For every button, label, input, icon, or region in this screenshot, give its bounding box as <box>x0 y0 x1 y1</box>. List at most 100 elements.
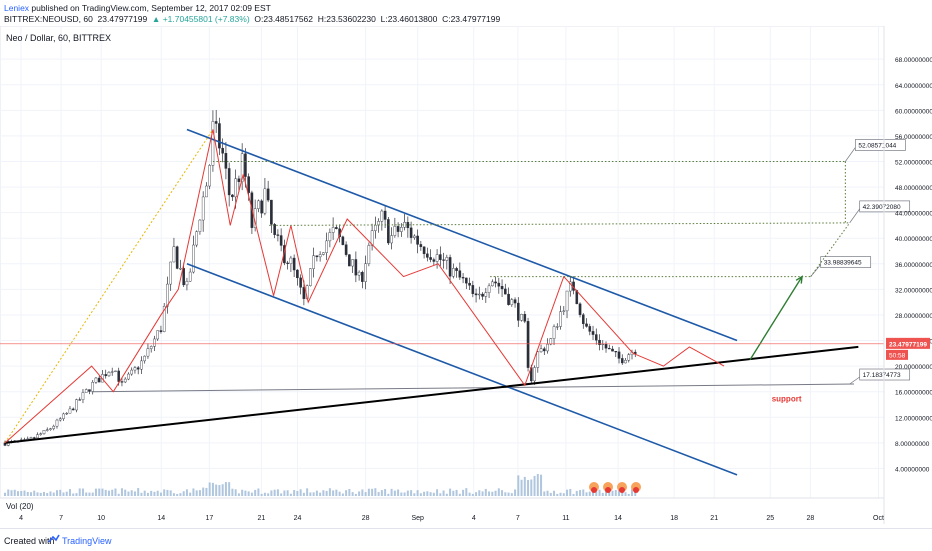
volume-bar <box>208 482 211 496</box>
candle-body <box>104 374 108 377</box>
candle-body <box>175 246 179 269</box>
volume-bar <box>514 489 517 496</box>
volume-bar <box>231 488 234 496</box>
volume-bar <box>614 489 617 496</box>
volume-bar <box>468 492 471 496</box>
volume-bar <box>85 492 88 496</box>
candle-body <box>591 331 595 335</box>
candle-body <box>49 428 52 430</box>
candle-body <box>318 254 322 258</box>
open-value: O:23.48517562 <box>254 14 313 24</box>
volume-bar <box>465 488 468 496</box>
channel-lower-line <box>186 263 738 476</box>
volume-bar <box>224 482 227 496</box>
candle-body <box>335 227 338 229</box>
candle-body <box>58 418 62 421</box>
candle-body <box>240 153 244 182</box>
tradingview-brand-link[interactable]: TradingView <box>62 536 112 546</box>
volume-bar <box>445 493 448 496</box>
horizontal-line <box>91 383 855 393</box>
volume-bar <box>361 489 364 496</box>
candle-body <box>620 358 624 364</box>
volume-bar <box>257 488 260 496</box>
last-price: 23.47977199 <box>97 14 148 24</box>
candle-body <box>624 360 627 364</box>
candle-body <box>448 257 452 277</box>
candle-body <box>32 437 36 439</box>
volume-bar <box>13 489 16 496</box>
volume-bar <box>124 489 127 496</box>
volume-bar <box>130 490 133 496</box>
candle-body <box>419 244 423 248</box>
candle-body <box>458 270 462 278</box>
candle-body <box>29 437 33 440</box>
volume-bar <box>371 488 374 496</box>
chart-area[interactable]: 52.08571044 42.39072080 33.98839645 17.1837… <box>0 26 932 524</box>
candle-body <box>374 224 377 231</box>
chart-svg[interactable]: 52.08571044 42.39072080 33.98839645 17.1837… <box>0 26 932 524</box>
x-tick-label: 21 <box>710 515 718 522</box>
price-callout-text: 17.18374773 <box>863 372 901 379</box>
candle-body <box>322 252 325 255</box>
time-axis[interactable]: 4 7 10 14 17 21 24 28 Sep 4 7 11 14 18 21 25 28 Oct <box>0 497 884 522</box>
volume-bar <box>436 489 439 496</box>
y-tick-label: 60.00000000 <box>895 108 932 115</box>
volume-bar <box>481 491 484 496</box>
volume-bar <box>429 492 432 496</box>
volume-bar <box>533 475 536 496</box>
y-tick-label: 4.00000000 <box>895 466 930 473</box>
candle-body <box>607 348 611 350</box>
ohlc-line: BITTREX:NEOUSD, 60 23.47977199 ▲ +1.7045… <box>4 14 500 24</box>
tradingview-logo-icon[interactable] <box>48 534 60 544</box>
candle-body <box>331 227 335 233</box>
x-tick-label: 14 <box>157 515 165 522</box>
volume-bar <box>29 492 32 496</box>
y-tick-label: 36.00000000 <box>895 262 932 269</box>
volume-bar <box>380 490 383 496</box>
current-price-value: 23.47977199 <box>889 341 927 348</box>
candle-body <box>565 290 569 312</box>
volume-bar <box>172 493 175 496</box>
candle-body <box>153 338 156 347</box>
volume-bar <box>507 492 510 496</box>
volume-bar <box>55 490 58 496</box>
author-link[interactable]: Leniex <box>4 3 30 13</box>
candle-body <box>497 282 501 287</box>
candle-body <box>617 351 621 359</box>
volume-bar <box>377 492 380 496</box>
dotted-connector <box>810 222 851 277</box>
volume-bar <box>49 491 52 496</box>
candle-body <box>234 178 237 198</box>
volume-bar <box>413 493 416 496</box>
volume-bar <box>601 492 604 496</box>
candle-body <box>510 299 514 305</box>
volume-bar <box>91 492 94 496</box>
candle-body <box>270 199 273 225</box>
volume-bar <box>449 488 452 496</box>
support-line <box>4 345 859 444</box>
price-axis[interactable]: 68.00000000 64.00000000 60.00000000 56.0000… <box>883 26 932 524</box>
volume-bar <box>322 490 325 496</box>
volume-bar <box>36 492 39 496</box>
candle-body <box>390 235 393 244</box>
volume-bar <box>273 489 276 496</box>
volume-bar <box>104 489 107 496</box>
candle-body <box>474 293 478 296</box>
candle-body <box>370 230 374 246</box>
volume-bar <box>23 490 26 496</box>
candle-body <box>114 370 117 372</box>
volume-bar <box>98 488 101 496</box>
volume-bar <box>406 490 409 496</box>
price-callout-box <box>859 368 911 381</box>
candle-body <box>179 268 182 270</box>
countdown-tag <box>886 349 908 360</box>
candle-body <box>195 231 198 246</box>
symbol-label: BITTREX:NEOUSD, 60 <box>4 14 93 24</box>
volume-bar <box>117 493 120 496</box>
candle-body <box>383 210 387 220</box>
candle-body <box>45 429 49 431</box>
volume-bar <box>137 488 140 496</box>
volume-bar <box>52 492 55 496</box>
candle-body <box>68 408 72 414</box>
volume-bar <box>156 490 159 496</box>
